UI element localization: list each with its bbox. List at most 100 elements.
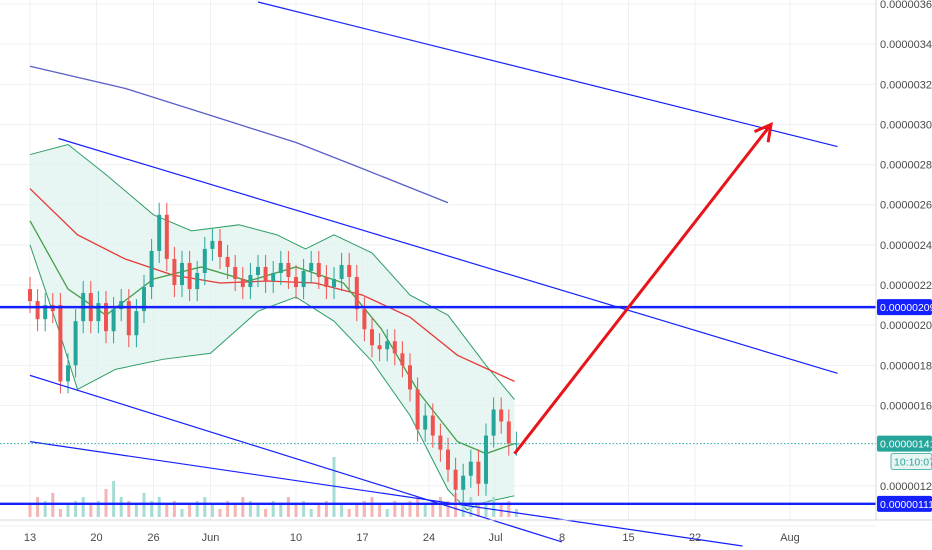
- candle-body-52: [423, 415, 428, 430]
- volume-bar-12: [119, 497, 123, 517]
- volume-bar-48: [393, 501, 397, 517]
- volume-bar-16: [150, 501, 154, 517]
- candle-body-51: [415, 389, 420, 430]
- candle-body-46: [377, 345, 382, 350]
- ma-purple-line: [29, 65, 449, 204]
- volume-bar-45: [370, 497, 374, 517]
- volume-bar-5: [66, 505, 70, 517]
- time-tick-label: 24: [423, 532, 435, 544]
- arrow-head: [753, 121, 773, 143]
- price-tag-0: [877, 299, 932, 316]
- candle-body-4: [58, 305, 63, 382]
- volume-bar-46: [378, 505, 382, 517]
- volume-bar-32: [271, 501, 275, 517]
- time-tick-label: 17: [356, 532, 368, 544]
- candle-body-5: [66, 365, 70, 382]
- volume-bar-18: [165, 505, 169, 517]
- candle-body-63: [506, 421, 511, 444]
- time-axis[interactable]: 13 20 26 Jun 10 17 24 Jul 8 15 22 Aug: [24, 532, 800, 544]
- volume-bar-53: [431, 501, 435, 517]
- volume-bar-31: [264, 509, 268, 517]
- volume-bar-51: [416, 497, 420, 517]
- volume-bar-33: [279, 505, 283, 517]
- volume-bar-58: [469, 497, 473, 517]
- volume-bar-9: [96, 501, 100, 517]
- candle-body-26: [225, 256, 230, 267]
- price-tag-1: [877, 435, 932, 452]
- time-tick-label: 10: [290, 532, 302, 544]
- projection-arrow: [513, 121, 773, 455]
- time-tick-label: 8: [559, 532, 565, 544]
- candle-body-47: [385, 341, 390, 350]
- candle-body-20: [180, 262, 184, 286]
- volume-bar-35: [294, 505, 298, 517]
- time-tick-label: Jun: [202, 532, 220, 544]
- bollinger-bands: [29, 143, 515, 511]
- volume-bar-30: [256, 505, 260, 517]
- volume-bar-29: [248, 501, 252, 517]
- candle-body-17: [157, 214, 162, 251]
- candle-body-49: [400, 353, 405, 366]
- volume-bar-57: [461, 501, 465, 517]
- candle-body-27: [233, 266, 238, 280]
- volume-bar-26: [226, 501, 230, 517]
- candle-body-22: [195, 272, 200, 290]
- volume-bar-42: [347, 509, 351, 517]
- volume-bar-47: [385, 509, 389, 517]
- candle-body-15: [142, 287, 146, 312]
- candle-body-62: [499, 409, 504, 422]
- volume-bar-8: [89, 505, 93, 517]
- candle-body-59: [476, 461, 481, 484]
- time-tick-label: 15: [622, 532, 634, 544]
- candle-body-29: [248, 275, 253, 288]
- candle-body-12: [119, 301, 124, 310]
- volume-bar-14: [134, 505, 138, 517]
- volume-bar-1: [36, 497, 40, 517]
- candle-body-43: [354, 277, 359, 310]
- candle-body-13: [126, 301, 131, 336]
- time-tick-label: 13: [24, 532, 36, 544]
- volume-bar-63: [507, 501, 511, 517]
- volume-bar-20: [180, 509, 184, 517]
- mid-channel-lower-line: [29, 374, 563, 543]
- volume-bar-24: [210, 505, 214, 517]
- trend-lines: [29, 1, 838, 547]
- candle-body-57: [461, 475, 466, 490]
- candle-body-23: [202, 248, 207, 273]
- candle-body-64: [514, 443, 519, 445]
- candle-body-10: [104, 303, 108, 332]
- candle-body-50: [408, 365, 412, 390]
- arrow-shaft: [513, 123, 773, 455]
- time-tick-label: 22: [689, 532, 701, 544]
- volume-bar-4: [58, 509, 62, 517]
- volume-bar-41: [340, 505, 344, 517]
- candle-body-28: [240, 279, 245, 288]
- candle-body-44: [362, 309, 367, 330]
- candle-body-40: [332, 279, 336, 288]
- volume-bar-40: [332, 457, 336, 517]
- volume-bar-37: [309, 509, 313, 517]
- candle-body-1: [35, 301, 40, 320]
- volume-bar-11: [112, 481, 116, 517]
- candle-body-55: [446, 449, 450, 470]
- price-tick-label: 0.00000120: [880, 481, 932, 493]
- candle-body-31: [263, 266, 268, 282]
- volume-bar-2: [43, 501, 47, 517]
- price-tag-2: [877, 495, 932, 512]
- volume-bar-61: [492, 497, 496, 517]
- candle-body-9: [96, 303, 101, 322]
- volume-bar-34: [286, 497, 290, 517]
- candle-body-38: [316, 262, 321, 278]
- candle-body-41: [339, 264, 344, 280]
- volume-bar-22: [195, 501, 199, 517]
- volume-bar-27: [233, 505, 237, 517]
- time-tick-label: Aug: [780, 532, 800, 544]
